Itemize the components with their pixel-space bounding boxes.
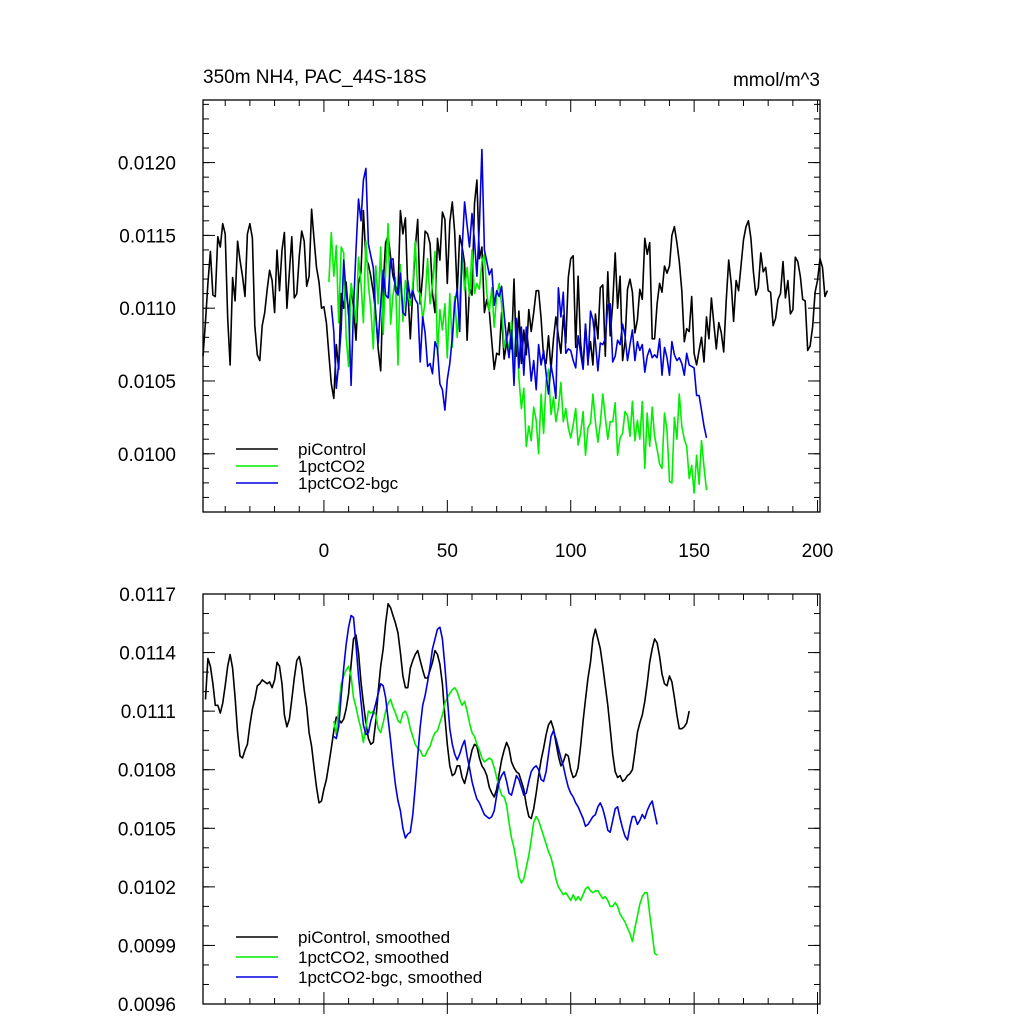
y-tick-label: 0.0110	[119, 299, 176, 320]
top-panel: 350m NH4, PAC_44S-18S mmol/m^3 0 50 100 150…	[118, 67, 834, 562]
legend-label: 1pctCO2, smoothed	[298, 948, 449, 967]
series-line-1pctco2-smoothed	[333, 665, 658, 956]
legend-label: 1pctCO2-bgc	[298, 474, 399, 493]
series-line-picontrol	[202, 179, 829, 400]
y-tick-label: 0.0111	[121, 702, 176, 723]
plot-frame	[202, 593, 821, 1005]
y-tick-label: 0.0105	[118, 372, 176, 393]
plot-frame	[202, 99, 821, 513]
x-tick-label: 100	[555, 541, 587, 562]
x-tick-label: 0	[319, 541, 330, 562]
legend-label: piControl, smoothed	[298, 928, 450, 947]
series-line-picontrol-smoothed	[204, 602, 690, 820]
legend-label: 1pctCO2-bgc, smoothed	[298, 968, 482, 987]
chart-title: 350m NH4, PAC_44S-18S	[203, 67, 427, 88]
y-tick-label: 0.0115	[119, 226, 176, 247]
units-label: mmol/m^3	[733, 70, 820, 91]
y-tick-label: 0.0120	[118, 154, 176, 175]
bottom-panel: 0.0096 0.0099 0.0102 0.0105 0.0108 0.0111 0.01…	[118, 585, 821, 1016]
y-tick-label: 0.0100	[118, 445, 176, 466]
y-tick-label: 0.0105	[118, 819, 176, 840]
x-tick-label: 150	[678, 541, 710, 562]
x-tick-label: 200	[802, 541, 834, 562]
y-tick-label: 0.0114	[119, 644, 176, 665]
legend-label: 1pctCO2	[298, 457, 365, 476]
series-line-1pctco2-bgc	[330, 148, 708, 438]
y-tick-label: 0.0117	[119, 585, 176, 606]
y-tick-label: 0.0108	[118, 761, 176, 782]
x-tick-label: 50	[437, 541, 458, 562]
y-tick-label: 0.0099	[118, 936, 176, 957]
y-tick-label: 0.0102	[118, 878, 176, 899]
series-line-1pctco2-bgc-smoothed	[333, 614, 658, 841]
legend-label: piControl	[298, 440, 366, 459]
y-tick-label: 0.0096	[118, 995, 176, 1016]
